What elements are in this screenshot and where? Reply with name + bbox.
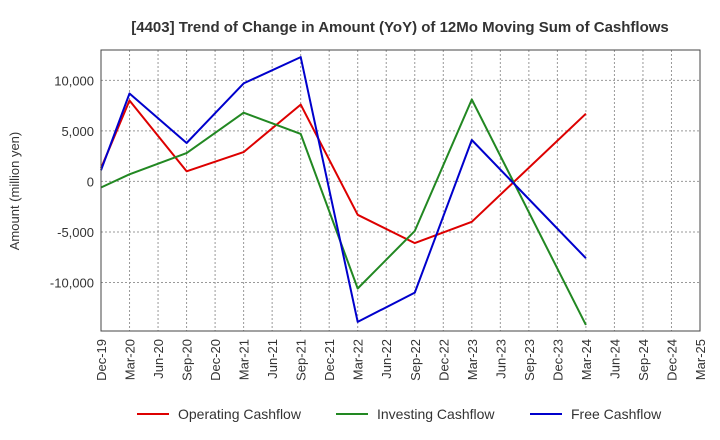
y-tick-label: -10,000 bbox=[50, 275, 94, 290]
x-tick-label: Sep-20 bbox=[180, 339, 195, 381]
x-tick-label: Dec-20 bbox=[208, 339, 223, 381]
x-tick-label: Mar-25 bbox=[693, 339, 708, 380]
x-tick-label: Dec-22 bbox=[436, 339, 451, 381]
x-tick-label: Sep-22 bbox=[408, 339, 423, 381]
x-tick-label: Mar-23 bbox=[465, 339, 480, 380]
x-tick-label: Jun-21 bbox=[265, 339, 280, 379]
x-tick-labels: Dec-19 Mar-20 Jun-20 Sep-20 Dec-20 Mar-21 Jun-… bbox=[94, 339, 708, 381]
y-tick-label: 5,000 bbox=[61, 124, 94, 139]
chart-title: [4403] Trend of Change in Amount (YoY) o… bbox=[131, 19, 669, 36]
legend-label: Operating Cashflow bbox=[178, 406, 302, 422]
legend-label: Investing Cashflow bbox=[377, 406, 495, 422]
gridlines bbox=[101, 50, 700, 331]
x-tick-label: Mar-22 bbox=[351, 339, 366, 380]
plot-frame bbox=[100, 49, 701, 332]
x-tick-label: Dec-23 bbox=[550, 339, 565, 381]
x-tick-label: Dec-24 bbox=[664, 339, 679, 381]
series-line bbox=[100, 98, 587, 326]
x-tick-label: Mar-21 bbox=[237, 339, 252, 380]
x-tick-label: Sep-24 bbox=[636, 339, 651, 381]
legend-label: Free Cashflow bbox=[571, 406, 662, 422]
x-tick-label: Dec-21 bbox=[322, 339, 337, 381]
x-tick-label: Dec-19 bbox=[94, 339, 109, 381]
y-tick-labels: 10,000 5,000 0 -5,000 -10,000 bbox=[50, 73, 94, 290]
y-axis-label: Amount (million yen) bbox=[7, 132, 22, 251]
x-tick-label: Sep-23 bbox=[522, 339, 537, 381]
legend: Operating Cashflow Investing Cashflow Free… bbox=[137, 406, 662, 422]
x-tick-label: Mar-24 bbox=[579, 339, 594, 380]
y-tick-label: 10,000 bbox=[54, 73, 94, 88]
y-tick-label: 0 bbox=[87, 174, 94, 189]
series-lines bbox=[100, 56, 587, 326]
y-tick-label: -5,000 bbox=[57, 225, 94, 240]
x-tick-label: Sep-21 bbox=[294, 339, 309, 381]
x-tick-label: Jun-20 bbox=[151, 339, 166, 379]
x-tick-label: Jun-23 bbox=[493, 339, 508, 379]
series-line bbox=[100, 99, 587, 245]
x-tick-label: Jun-22 bbox=[379, 339, 394, 379]
series-line bbox=[100, 56, 587, 323]
x-tick-label: Jun-24 bbox=[607, 339, 622, 379]
x-tick-label: Mar-20 bbox=[123, 339, 138, 380]
